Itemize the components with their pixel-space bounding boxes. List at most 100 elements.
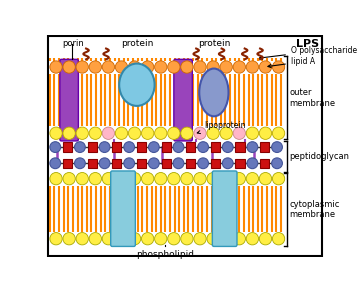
Bar [88, 142, 97, 152]
Bar [112, 159, 122, 168]
Circle shape [233, 61, 245, 73]
Bar [260, 142, 269, 152]
Circle shape [89, 173, 101, 185]
Circle shape [181, 127, 193, 139]
Circle shape [155, 61, 167, 73]
Circle shape [89, 61, 101, 73]
Text: peptidoglycan: peptidoglycan [290, 152, 349, 161]
Circle shape [115, 173, 128, 185]
Circle shape [148, 142, 159, 153]
Circle shape [259, 61, 271, 73]
Circle shape [129, 173, 141, 185]
Circle shape [142, 61, 154, 73]
Circle shape [102, 233, 114, 245]
FancyBboxPatch shape [60, 59, 78, 141]
Circle shape [259, 127, 271, 139]
Circle shape [76, 127, 88, 139]
Circle shape [168, 173, 180, 185]
Text: lipoprotein: lipoprotein [197, 121, 245, 134]
Circle shape [129, 233, 141, 245]
Circle shape [233, 127, 245, 139]
Circle shape [181, 173, 193, 185]
Text: LPS: LPS [296, 39, 319, 49]
Circle shape [50, 173, 62, 185]
Bar [211, 159, 220, 168]
Circle shape [89, 127, 101, 139]
Circle shape [74, 158, 85, 169]
Bar [88, 159, 97, 168]
Bar [63, 142, 72, 152]
Circle shape [259, 233, 271, 245]
Bar [260, 159, 269, 168]
Circle shape [271, 158, 282, 169]
Circle shape [50, 233, 62, 245]
Bar [161, 142, 171, 152]
Circle shape [63, 61, 75, 73]
Text: outer
membrane: outer membrane [290, 88, 335, 108]
Circle shape [207, 61, 219, 73]
Text: protein: protein [121, 38, 153, 47]
Ellipse shape [119, 64, 155, 106]
FancyBboxPatch shape [111, 171, 135, 247]
Circle shape [198, 158, 209, 169]
Circle shape [173, 158, 184, 169]
FancyBboxPatch shape [212, 171, 237, 247]
Text: porin: porin [62, 38, 84, 47]
Circle shape [76, 173, 88, 185]
Circle shape [181, 61, 193, 73]
Circle shape [273, 233, 285, 245]
Circle shape [194, 127, 206, 139]
Circle shape [259, 173, 271, 185]
Bar [137, 159, 146, 168]
Circle shape [102, 127, 114, 139]
Circle shape [194, 61, 206, 73]
Circle shape [76, 61, 88, 73]
Circle shape [115, 127, 128, 139]
Circle shape [207, 127, 219, 139]
Circle shape [50, 142, 61, 153]
Circle shape [50, 158, 61, 169]
Circle shape [168, 61, 180, 73]
Circle shape [63, 173, 75, 185]
Circle shape [247, 142, 258, 153]
Circle shape [89, 233, 101, 245]
Bar [186, 159, 195, 168]
Circle shape [247, 158, 258, 169]
Circle shape [273, 127, 285, 139]
Circle shape [102, 173, 114, 185]
Circle shape [148, 158, 159, 169]
Circle shape [115, 233, 128, 245]
Circle shape [273, 173, 285, 185]
Bar [63, 159, 72, 168]
Circle shape [155, 127, 167, 139]
Text: O polysaccharide: O polysaccharide [260, 46, 357, 59]
Circle shape [246, 127, 258, 139]
Circle shape [198, 142, 209, 153]
Text: protein: protein [198, 38, 230, 47]
Circle shape [207, 173, 219, 185]
Circle shape [142, 233, 154, 245]
Circle shape [168, 233, 180, 245]
Circle shape [115, 61, 128, 73]
Circle shape [181, 233, 193, 245]
Circle shape [220, 173, 232, 185]
Circle shape [233, 233, 245, 245]
Circle shape [173, 142, 184, 153]
Circle shape [129, 127, 141, 139]
Bar [112, 142, 122, 152]
Circle shape [222, 142, 233, 153]
Circle shape [142, 173, 154, 185]
Bar [161, 159, 171, 168]
Circle shape [246, 233, 258, 245]
Circle shape [220, 127, 232, 139]
Bar [137, 142, 146, 152]
Circle shape [233, 173, 245, 185]
Bar [235, 142, 245, 152]
Circle shape [246, 61, 258, 73]
Circle shape [50, 61, 62, 73]
Circle shape [194, 233, 206, 245]
Bar [235, 159, 245, 168]
Circle shape [207, 233, 219, 245]
Circle shape [222, 158, 233, 169]
Circle shape [273, 61, 285, 73]
